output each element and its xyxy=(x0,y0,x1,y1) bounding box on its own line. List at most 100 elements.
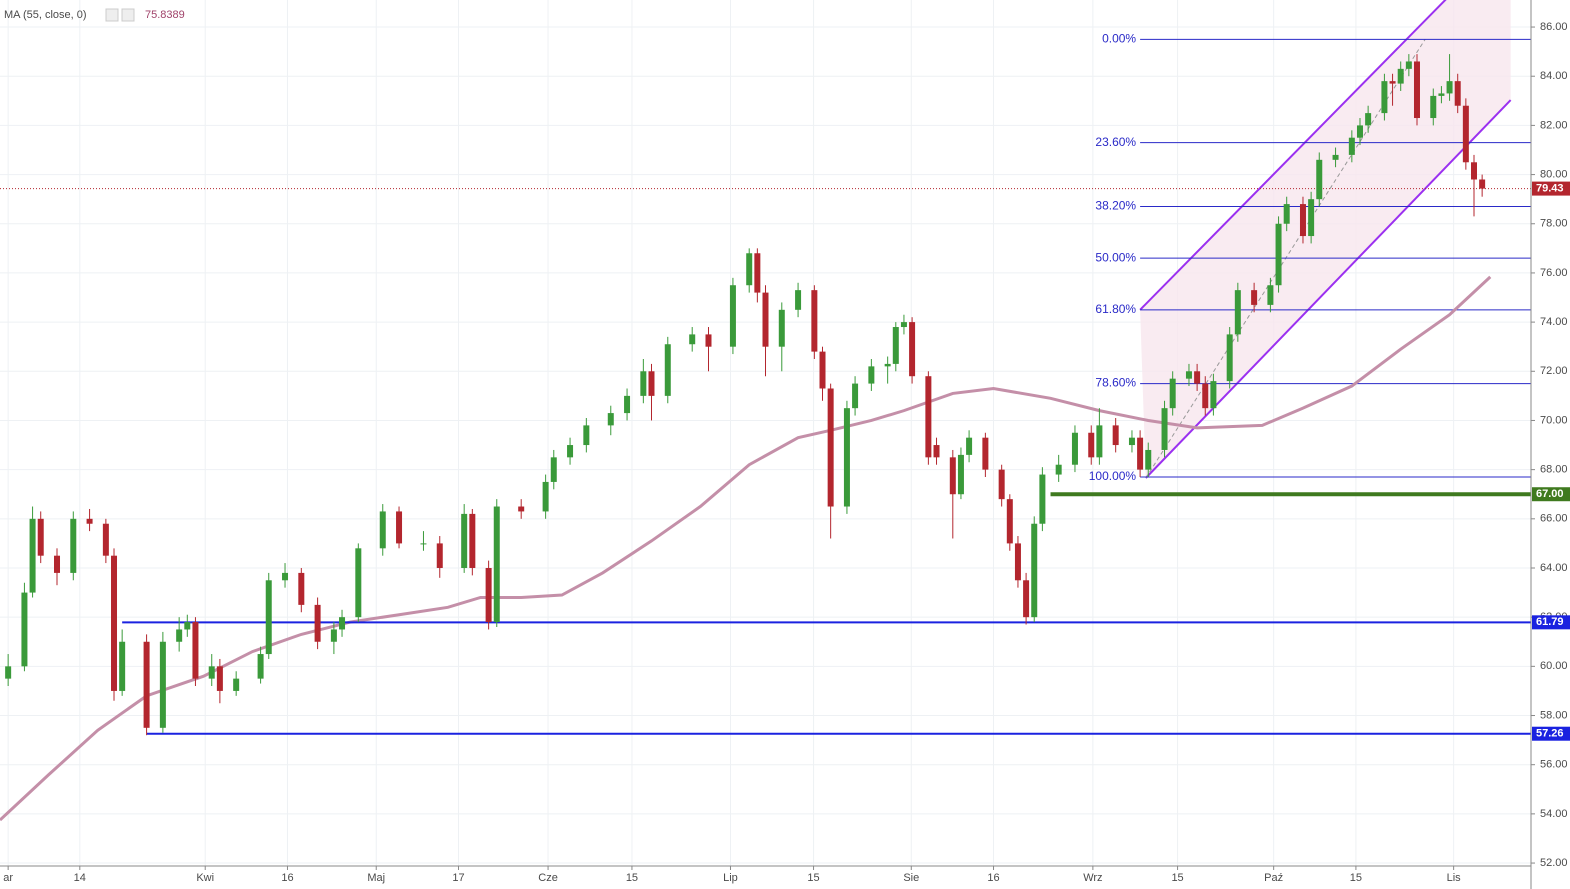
candle-body xyxy=(314,604,321,642)
fib-label: 38.20% xyxy=(1095,199,1136,213)
candle-body xyxy=(1055,464,1062,475)
candle-body xyxy=(469,513,476,568)
candle-body xyxy=(265,580,272,655)
candle-body xyxy=(729,285,736,347)
candle-body xyxy=(1185,371,1192,379)
candle-body xyxy=(827,388,834,507)
candle-body xyxy=(542,481,549,512)
fib-label: 50.00% xyxy=(1095,250,1136,264)
candle-body xyxy=(192,622,199,679)
candle-body xyxy=(1006,499,1013,544)
candle-body xyxy=(1071,432,1078,465)
candle-body xyxy=(1210,381,1217,409)
candle-body xyxy=(518,506,525,512)
candle-body xyxy=(843,408,850,507)
candle-body xyxy=(664,344,671,396)
fib-label: 100.00% xyxy=(1089,469,1137,483)
candle-body xyxy=(1389,81,1396,84)
x-tick-label: 17 xyxy=(452,872,464,884)
legend-ma-value: 75.8389 xyxy=(145,9,185,21)
y-tick-label: 70.00 xyxy=(1540,414,1568,426)
candle-body xyxy=(1112,425,1119,446)
candle-body xyxy=(933,445,940,458)
candle-body xyxy=(461,513,468,568)
candle-body xyxy=(1202,383,1209,409)
candle-body xyxy=(640,371,647,396)
candle-body xyxy=(1169,378,1176,409)
candle-body xyxy=(1413,61,1420,119)
candle-body xyxy=(233,678,240,691)
candle-body xyxy=(29,518,36,593)
candle-body xyxy=(746,253,753,286)
x-tick-label: 15 xyxy=(626,872,638,884)
candle-body xyxy=(257,654,264,679)
last-price-label: 79.43 xyxy=(1536,182,1564,194)
candle-body xyxy=(176,629,183,642)
candle-body xyxy=(102,523,109,556)
candle-body xyxy=(795,290,802,310)
candle-body xyxy=(550,457,557,482)
x-tick-label: Lip xyxy=(723,872,738,884)
candle-body xyxy=(819,351,826,389)
candle-body xyxy=(208,666,215,679)
x-tick-label: 15 xyxy=(1350,872,1362,884)
y-tick-label: 76.00 xyxy=(1540,267,1568,279)
candle-body xyxy=(689,334,696,345)
level-price-label: 57.26 xyxy=(1536,728,1564,740)
candle-body xyxy=(1145,449,1152,470)
candle-body xyxy=(1137,437,1144,470)
candle-body xyxy=(298,572,305,605)
candle-body xyxy=(762,292,769,347)
legend: MA (55, close, 0) 75.8389 xyxy=(4,8,185,22)
candle-body xyxy=(355,548,362,618)
candle-body xyxy=(184,622,191,630)
candle-body xyxy=(1316,159,1323,200)
candle-body xyxy=(1462,105,1469,163)
legend-settings-icon[interactable] xyxy=(105,8,119,22)
candle-body xyxy=(70,518,77,573)
candle-body xyxy=(1365,113,1372,126)
candle-body xyxy=(216,666,223,691)
level-price-box xyxy=(1532,487,1570,502)
candle-body xyxy=(1405,61,1412,69)
candle-body xyxy=(868,366,875,384)
candle-body xyxy=(119,641,126,691)
candle-body xyxy=(925,376,932,458)
candle-body xyxy=(21,592,28,667)
candle-body xyxy=(811,290,818,352)
channel-upper xyxy=(1139,0,1447,311)
candle-body xyxy=(607,413,614,426)
x-tick-label: Maj xyxy=(367,872,385,884)
candle-body xyxy=(379,511,386,549)
y-tick-label: 78.00 xyxy=(1540,218,1568,230)
candle-body xyxy=(982,437,989,470)
x-tick-label: Kwi xyxy=(196,872,214,884)
fib-label: 0.00% xyxy=(1102,32,1136,46)
candle-body xyxy=(1283,204,1290,224)
candle-body xyxy=(705,334,712,347)
y-tick-label: 80.00 xyxy=(1540,168,1568,180)
y-tick-label: 64.00 xyxy=(1540,562,1568,574)
candle-body xyxy=(1430,95,1437,119)
y-tick-label: 58.00 xyxy=(1540,709,1568,721)
candle-body xyxy=(1161,408,1168,450)
candle-body xyxy=(957,454,964,495)
x-tick-label: Wrz xyxy=(1083,872,1102,884)
legend-close-icon[interactable] xyxy=(121,8,135,22)
candle-body xyxy=(159,641,166,728)
x-tick-label: Lis xyxy=(1447,872,1462,884)
candle-body xyxy=(1356,125,1363,138)
y-tick-label: 60.00 xyxy=(1540,660,1568,672)
candle-body xyxy=(1031,523,1038,618)
candle-body xyxy=(86,518,93,524)
candle-body xyxy=(111,555,118,691)
candle-body xyxy=(1194,371,1201,384)
candle-body xyxy=(1039,474,1046,524)
candle-body xyxy=(1470,162,1477,180)
y-tick-label: 74.00 xyxy=(1540,316,1568,328)
candle-body xyxy=(778,309,785,347)
candle-body xyxy=(436,543,443,568)
candle-body xyxy=(852,383,859,409)
